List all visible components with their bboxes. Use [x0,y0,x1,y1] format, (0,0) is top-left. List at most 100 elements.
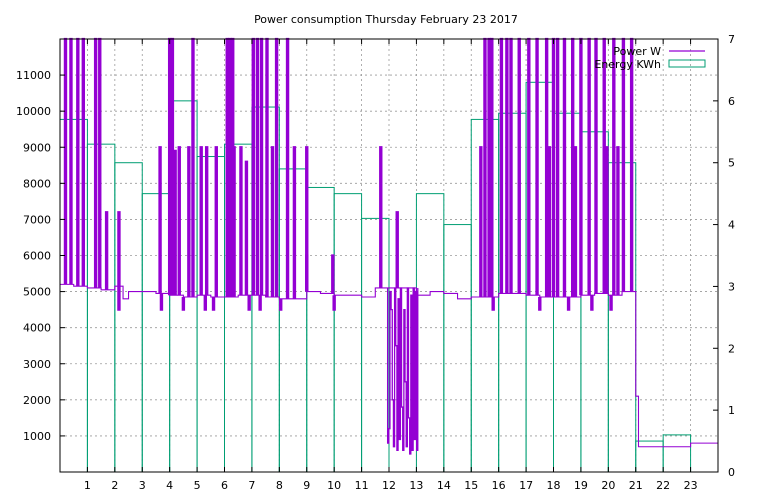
x-tick-label: 20 [601,479,615,492]
x-tick-label: 23 [684,479,698,492]
power-spike [173,149,177,296]
y-left-tick-label: 3000 [23,358,51,371]
power-spike [81,37,86,287]
power-spike [483,37,487,297]
x-tick-label: 22 [656,479,670,492]
x-tick-label: 18 [547,479,561,492]
power-spike [187,146,191,297]
y-right-tick-label: 1 [728,404,735,417]
chart-title: Power consumption Thursday February 23 2… [254,13,518,26]
energy-bar [141,193,171,473]
power-spike [527,37,531,296]
y-left-tick-label: 7000 [23,213,51,226]
y-right-tick-label: 4 [728,219,735,232]
y-left-tick-label: 1000 [23,430,51,443]
power-dip [203,295,208,311]
power-dip [609,295,613,311]
power-spike [551,37,556,297]
power-spike [199,146,203,296]
power-spike [292,146,297,299]
energy-bar [114,162,143,473]
x-tick-label: 21 [629,479,643,492]
power-spike [505,37,509,294]
x-tick-label: 8 [276,479,283,492]
legend-swatch-energy [668,59,706,68]
energy-bar [635,440,664,473]
power-spike [285,37,290,299]
power-dip [566,296,571,311]
power-spike [117,211,121,287]
power-spike [225,37,229,297]
power-spike [204,146,209,296]
power-spike [158,146,162,294]
energy-bar [415,193,445,473]
power-spike [305,254,309,292]
y-left-tick-label: 8000 [23,177,51,190]
y-right-tick-label: 6 [728,95,735,108]
power-spike [555,37,560,297]
power-spike [395,211,399,288]
power-spike [570,37,575,297]
x-tick-label: 12 [382,479,396,492]
x-tick-label: 15 [464,479,478,492]
x-tick-label: 9 [303,479,310,492]
legend-label-power: Power W [613,45,661,58]
power-spike [177,146,181,296]
power-dip [332,295,336,311]
power-dip [279,298,283,311]
energy-bar [306,186,335,473]
y-left-tick-label: 11000 [16,69,51,82]
power-spike [579,37,583,296]
x-tick-label: 17 [519,479,533,492]
y-left-tick-label: 4000 [23,322,51,335]
y-right-tick-label: 5 [728,157,735,170]
power-spike [594,37,598,294]
power-spike [612,37,616,296]
power-spike [270,146,275,297]
power-dip [590,295,594,311]
power-spike [587,37,591,296]
y-right-tick-label: 2 [728,342,735,355]
power-dip [258,295,262,311]
x-tick-label: 10 [327,479,341,492]
power-dip [211,296,216,311]
power-spike [76,37,80,287]
x-tick-label: 3 [139,479,146,492]
x-tick-label: 4 [166,479,173,492]
power-spike [602,37,606,294]
power-spike [517,37,521,294]
power-spike [605,146,609,294]
power-dip [117,286,121,311]
y-left-tick-label: 9000 [23,141,51,154]
power-spike [499,37,504,294]
power-low-band [386,287,419,455]
power-spike [535,37,539,296]
x-tick-label: 14 [437,479,451,492]
power-spike [255,37,260,296]
energy-bar [361,217,390,473]
power-spike [228,37,232,297]
power-spike [232,146,236,297]
energy-bar [662,434,692,473]
power-spike [379,146,383,288]
y-right-tick-label: 7 [728,33,735,46]
x-tick-label: 7 [248,479,255,492]
x-tick-label: 13 [409,479,423,492]
energy-bar [443,224,472,473]
power-spike [69,37,73,285]
power-spike [251,37,255,296]
power-spike [191,37,195,297]
x-tick-label: 11 [355,479,369,492]
axis-ticks: 1 2 3 4 5 6 7 8 9 10 11 12 13 14 15 16 17 18 19 20 21 22 23100… [16,33,735,492]
power-dip [538,296,542,311]
power-spike [93,37,98,288]
power-spike [259,37,264,296]
x-tick-label: 1 [84,479,91,492]
power-dip [159,293,164,311]
x-tick-label: 16 [492,479,506,492]
power-spike [214,146,218,297]
power-spike [98,37,102,288]
power-spike [629,37,634,292]
power-spike [509,37,513,294]
power-spike [239,146,243,296]
